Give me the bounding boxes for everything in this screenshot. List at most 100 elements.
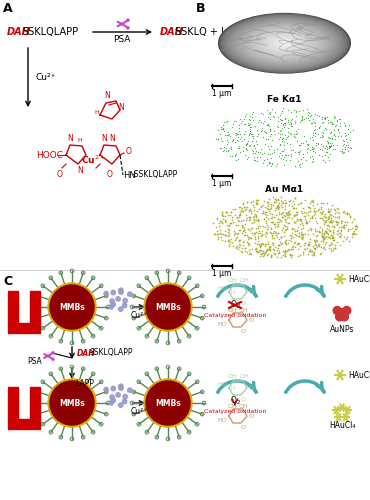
Point [261, 214, 267, 222]
Point [265, 238, 271, 246]
Point [255, 234, 261, 242]
Point [270, 194, 276, 202]
Point [232, 150, 238, 158]
Point [280, 104, 286, 112]
Point [345, 141, 351, 149]
Point [255, 240, 260, 248]
Point [260, 160, 266, 168]
Point [331, 236, 337, 244]
Point [232, 138, 238, 145]
Point [318, 200, 324, 207]
Point [291, 225, 297, 233]
Point [345, 143, 351, 151]
Point [276, 210, 282, 218]
Point [295, 223, 301, 231]
Point [328, 245, 334, 253]
Point [288, 116, 294, 124]
Point [237, 236, 243, 244]
Point [260, 110, 266, 118]
Point [288, 120, 294, 128]
Point [344, 225, 350, 233]
Point [245, 119, 250, 127]
Text: O: O [249, 386, 254, 390]
Point [261, 156, 267, 164]
Point [336, 209, 342, 217]
Point [320, 234, 326, 242]
Point [329, 136, 334, 143]
Point [241, 224, 247, 232]
Point [341, 119, 347, 127]
Point [244, 248, 250, 256]
Circle shape [343, 306, 351, 314]
Point [294, 215, 300, 223]
Point [233, 130, 239, 138]
Point [331, 126, 337, 134]
Point [308, 226, 314, 234]
Point [258, 145, 264, 153]
Point [329, 218, 335, 226]
Point [337, 241, 343, 249]
Point [302, 245, 308, 253]
Point [296, 160, 302, 168]
Point [228, 208, 234, 216]
Point [297, 216, 303, 224]
Point [251, 153, 257, 161]
Point [297, 215, 303, 223]
Point [292, 243, 298, 251]
Point [297, 234, 303, 241]
Point [290, 242, 296, 250]
Point [325, 153, 331, 161]
Point [267, 108, 273, 116]
Text: N: N [118, 102, 124, 112]
Circle shape [128, 388, 132, 392]
Point [231, 231, 236, 239]
Point [327, 240, 333, 248]
Point [288, 246, 294, 254]
Point [290, 244, 296, 252]
Circle shape [253, 29, 316, 58]
Point [226, 240, 232, 248]
Point [282, 222, 288, 230]
Point [243, 144, 249, 152]
Circle shape [266, 35, 303, 51]
Point [337, 115, 343, 123]
Point [333, 216, 339, 224]
Point [297, 230, 303, 238]
Point [266, 145, 272, 153]
Point [257, 229, 263, 237]
Point [337, 229, 343, 237]
Point [251, 204, 257, 212]
Point [214, 230, 220, 237]
Point [263, 248, 269, 256]
Point [298, 116, 304, 124]
Point [269, 210, 275, 218]
Point [273, 162, 279, 170]
Point [320, 118, 326, 126]
Point [284, 248, 290, 256]
Point [236, 211, 242, 219]
Point [225, 146, 231, 154]
Point [269, 162, 275, 170]
Circle shape [255, 30, 314, 56]
Point [349, 224, 355, 232]
Point [282, 121, 288, 129]
Point [240, 216, 246, 224]
Circle shape [110, 395, 114, 400]
Point [287, 196, 293, 203]
Point [328, 214, 334, 222]
Point [279, 208, 285, 216]
Point [311, 126, 317, 134]
Point [244, 146, 250, 154]
Point [235, 130, 241, 138]
Point [272, 250, 278, 258]
Point [252, 245, 258, 253]
Point [305, 250, 310, 258]
Point [268, 252, 274, 260]
Point [225, 236, 231, 244]
Point [323, 216, 329, 224]
Point [279, 135, 285, 143]
Point [278, 193, 284, 201]
Point [262, 208, 268, 216]
Point [222, 130, 228, 138]
Point [317, 223, 323, 231]
